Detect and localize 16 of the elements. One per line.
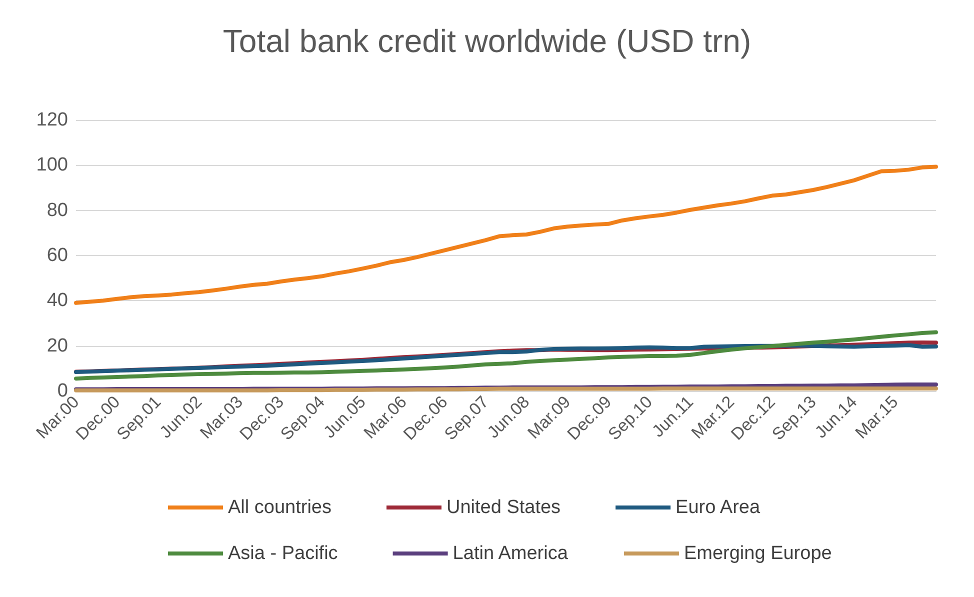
y-tick-label: 40 — [46, 290, 68, 312]
legend-label: All countries — [228, 497, 332, 518]
y-tick-label: 0 — [57, 380, 68, 402]
y-tick-label: 120 — [36, 110, 68, 130]
line-series — [74, 164, 938, 305]
y-tick-label: 20 — [46, 335, 68, 356]
legend-label: Euro Area — [676, 497, 760, 518]
legend-label: Emerging Europe — [684, 543, 832, 564]
chart-title: Total bank credit worldwide (USD trn) — [222, 23, 752, 59]
legend-label: United States — [446, 497, 561, 518]
legend-label: Latin America — [452, 543, 568, 564]
y-tick-label: 100 — [36, 154, 68, 176]
y-tick-label: 80 — [46, 200, 68, 221]
y-tick-label: 60 — [46, 245, 68, 266]
legend-label: Asia - Pacific — [228, 543, 338, 564]
line-series — [74, 330, 938, 381]
